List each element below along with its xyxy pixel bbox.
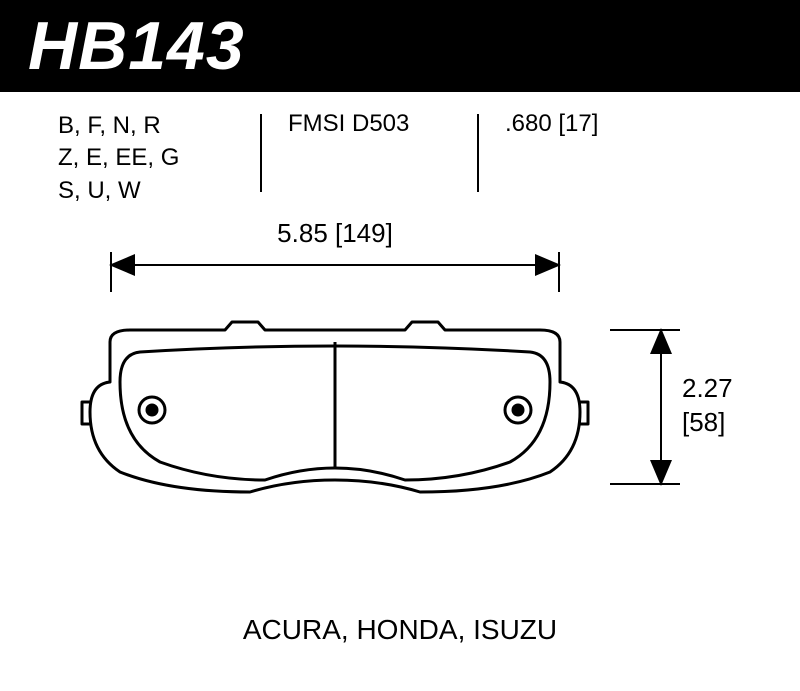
part-number: HB143 xyxy=(28,7,245,85)
applications-label: ACURA, HONDA, ISUZU xyxy=(0,614,800,646)
width-dimension: 5.85 [149] xyxy=(110,230,560,290)
extension-line xyxy=(110,252,112,292)
spec-row: B, F, N, R Z, E, EE, G S, U, W FMSI D503… xyxy=(0,92,800,202)
width-label: 5.85 [149] xyxy=(110,218,560,249)
compounds-line: B, F, N, R xyxy=(58,110,260,142)
thickness-column: .680 [17] xyxy=(479,110,800,202)
compounds-line: Z, E, EE, G xyxy=(58,142,260,174)
fmsi-value: FMSI D503 xyxy=(288,110,477,138)
height-dimension: 2.27 [58] xyxy=(610,312,760,492)
arrow-down-icon xyxy=(650,460,672,486)
brake-pad-outline xyxy=(80,312,590,512)
arrow-left-icon xyxy=(109,254,135,276)
width-dim-line xyxy=(110,264,560,266)
arrow-up-icon xyxy=(650,328,672,354)
extension-line xyxy=(558,252,560,292)
compounds-column: B, F, N, R Z, E, EE, G S, U, W xyxy=(0,110,260,202)
height-label: 2.27 [58] xyxy=(682,372,733,440)
diagram-area: 5.85 [149] 2.2 xyxy=(0,202,800,597)
height-mm: [58] xyxy=(682,406,733,440)
fmsi-column: FMSI D503 xyxy=(262,110,477,202)
height-inches: 2.27 xyxy=(682,372,733,406)
header-bar: HB143 xyxy=(0,0,800,92)
thickness-value: .680 [17] xyxy=(505,110,800,138)
